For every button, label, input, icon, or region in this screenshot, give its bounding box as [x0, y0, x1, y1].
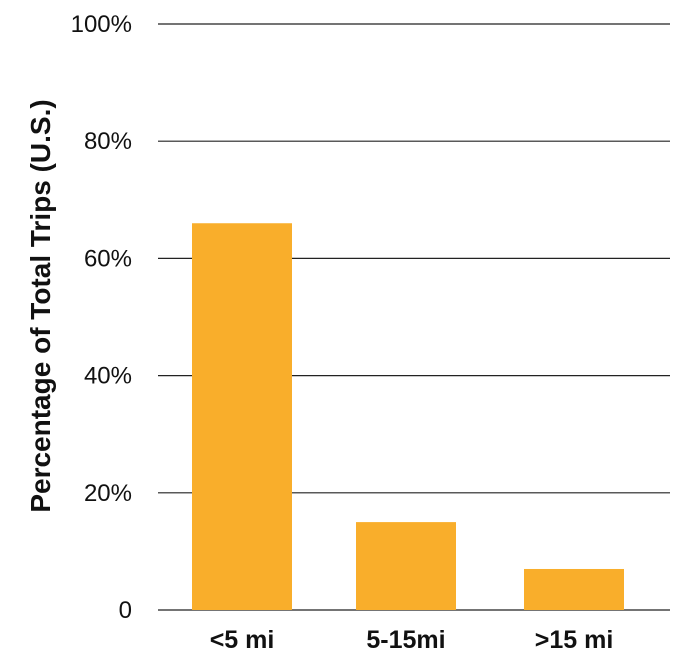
x-category-label: >15 mi: [535, 626, 614, 653]
y-tick-label: 20%: [84, 480, 132, 507]
y-tick-label: 40%: [84, 363, 132, 390]
y-tick-label: 0: [119, 597, 132, 624]
bar: [356, 522, 456, 610]
x-category-label: <5 mi: [210, 626, 275, 653]
x-category-labels: <5 mi 5-15mi >15 mi: [210, 626, 614, 653]
x-category-label: 5-15mi: [366, 626, 445, 653]
bar: [192, 223, 292, 611]
y-axis-title: Percentage of Total Trips (U.S.): [25, 99, 56, 512]
y-tick-label: 60%: [84, 245, 132, 272]
y-tick-label: 100%: [71, 11, 132, 38]
bars: [192, 223, 624, 611]
y-tick-labels: 0 20% 40% 60% 80% 100%: [71, 11, 132, 624]
bar: [524, 568, 624, 610]
y-tick-label: 80%: [84, 128, 132, 155]
